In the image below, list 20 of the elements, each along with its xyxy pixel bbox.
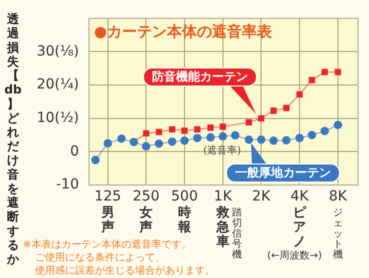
x-tick-label: 500 時報 — [171, 188, 198, 235]
text: 防音機能カーテン — [143, 68, 257, 86]
legend-label: 一般厚地カーテン — [226, 164, 340, 182]
x-tick-label: 125 男声 — [94, 188, 122, 235]
x-axis-title: (←周波数→) — [267, 250, 322, 262]
y-tick-label: 10(½) — [36, 110, 79, 126]
y-tick-label: 0 — [70, 143, 79, 160]
x-tick-label: 2K — [252, 188, 272, 205]
text: 踏切信号機 — [232, 206, 242, 261]
y-tick-label: 20(¼) — [36, 76, 79, 93]
annotation: (遮音率) — [203, 144, 242, 157]
text: ※本表はカーテン本体の遮音率です。ご使用になる条件によって、使用感に誤差が生じる場合があります。 — [23, 238, 215, 277]
y-tick-label: -10 — [56, 176, 79, 193]
y-tick-label: 30(⅛) — [36, 43, 79, 60]
x-tick-label: 4K ピアノ — [290, 188, 310, 250]
chart-title: ●カーテン本体の遮音率表 — [94, 22, 274, 40]
x-tick-label: 8K ジェット機 — [328, 188, 348, 261]
text: 透過損失【db】どれだけ音を遮断するか — [4, 12, 22, 266]
x-tick-label: 250 女声 — [132, 188, 160, 235]
x-tick-label: 1K 救急車 — [214, 188, 233, 250]
